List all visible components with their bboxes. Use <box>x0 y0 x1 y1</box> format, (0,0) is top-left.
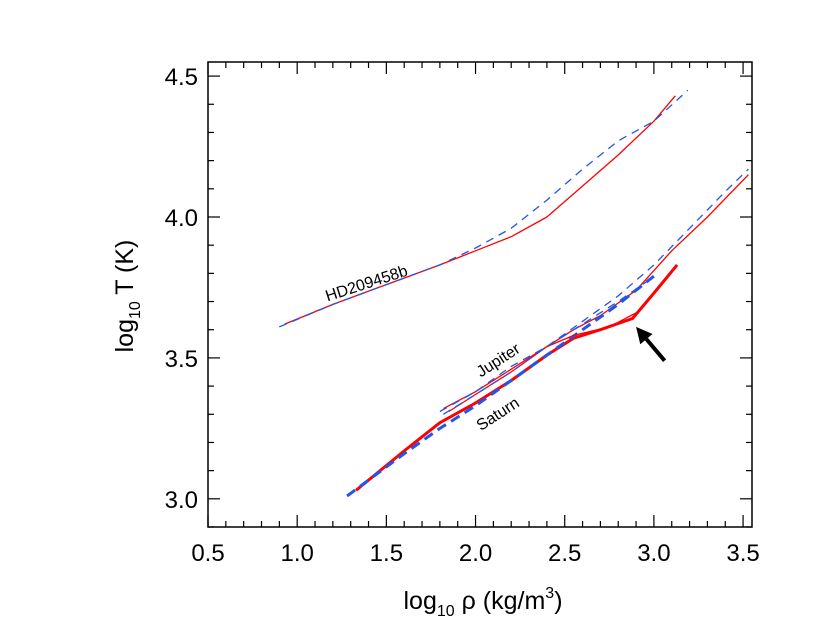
annotation-jupiter: Jupiter <box>474 340 524 381</box>
tick-labels: 0.5 1.0 1.5 2.0 2.5 3.0 3.5 3.0 3.5 4.0 4.5 <box>165 64 760 567</box>
series-hd209458b-solid <box>284 95 676 325</box>
series-saturn-solid <box>355 263 679 492</box>
y-tick-label: 4.5 <box>165 64 198 91</box>
plot-frame <box>207 61 753 528</box>
x-axis-title: log10 ρ (kg/m3) <box>403 585 562 620</box>
axis-ticks <box>207 62 752 528</box>
x-tick-label: 1.5 <box>370 540 403 567</box>
series-saturn-inner-solid <box>448 312 637 413</box>
y-tick-label: 3.5 <box>165 346 198 373</box>
x-tick-label: 2.0 <box>459 540 492 567</box>
arrow-head <box>636 326 653 345</box>
x-tick-label: 3.5 <box>726 540 759 567</box>
series-jupiter-solid <box>443 174 749 410</box>
x-tick-label: 1.0 <box>280 540 313 567</box>
series-hd209458b-dashed <box>279 89 689 328</box>
y-tick-label: 3.0 <box>165 487 198 514</box>
series-jupiter-dashed <box>439 168 749 413</box>
annotation-hd209458b: HD209458b <box>323 263 410 306</box>
x-tick-label: 3.0 <box>637 540 670 567</box>
y-axis-title: log10 T (K) <box>111 240 144 353</box>
x-tick-label: 2.5 <box>548 540 581 567</box>
arrow-shaft <box>644 337 667 363</box>
x-tick-label: 0.5 <box>191 540 224 567</box>
series-lines <box>279 89 749 498</box>
y-tick-label: 4.0 <box>165 205 198 232</box>
series-saturn-dashed <box>346 275 655 498</box>
plot-border <box>207 61 753 528</box>
